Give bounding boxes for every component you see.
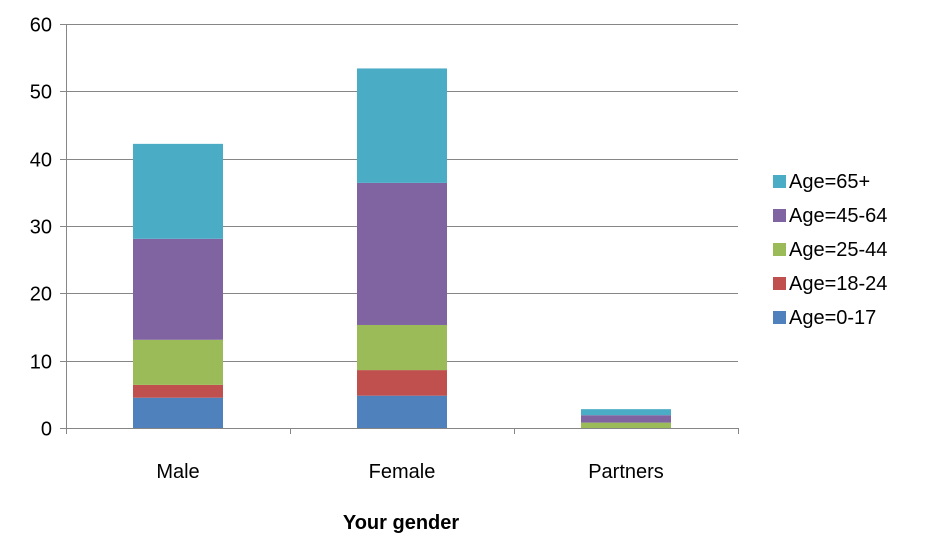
- x-tick-label: Male: [156, 461, 199, 483]
- y-tick-label: 60: [30, 15, 52, 37]
- legend-label: Age=0-17: [789, 307, 876, 329]
- legend-label: Age=45-64: [789, 205, 887, 227]
- legend-swatch: [773, 209, 786, 222]
- bar-segment: [581, 409, 671, 416]
- bar-segment: [581, 422, 671, 428]
- y-tick-label: 40: [30, 150, 52, 172]
- y-tick-labels: 0 10 20 30 40 50 60: [30, 15, 52, 441]
- axes: [60, 24, 739, 434]
- bar-segment: [357, 370, 447, 396]
- bar-segment: [133, 397, 223, 428]
- x-tick-label: Partners: [588, 461, 664, 483]
- legend-swatch: [773, 277, 786, 290]
- legend-label: Age=18-24: [789, 273, 887, 295]
- legend-label: Age=25-44: [789, 239, 887, 261]
- bar-segment: [357, 395, 447, 428]
- bar-segment: [133, 384, 223, 398]
- bar-segment: [133, 238, 223, 340]
- bar-segment: [357, 324, 447, 371]
- x-axis-title: Your gender: [343, 512, 460, 534]
- y-tick-label: 0: [41, 419, 52, 441]
- y-tick-label: 50: [30, 82, 52, 104]
- y-tick-label: 20: [30, 284, 52, 306]
- y-tick-label: 10: [30, 352, 52, 374]
- y-tick-label: 30: [30, 217, 52, 239]
- bar-segment: [133, 143, 223, 239]
- legend-swatch: [773, 243, 786, 256]
- bars: [133, 68, 671, 428]
- bar-segment: [357, 68, 447, 183]
- bar-segment: [133, 339, 223, 385]
- legend-label: Age=65+: [789, 171, 870, 193]
- x-tick-label: Female: [369, 461, 436, 483]
- x-tick-labels: Male Female Partners: [156, 461, 663, 483]
- bar-segment: [357, 182, 447, 325]
- legend-swatch: [773, 311, 786, 324]
- bar-segment: [581, 415, 671, 423]
- legend: Age=65+ Age=45-64 Age=25-44 Age=18-24 Age=0-…: [773, 171, 887, 329]
- legend-swatch: [773, 175, 786, 188]
